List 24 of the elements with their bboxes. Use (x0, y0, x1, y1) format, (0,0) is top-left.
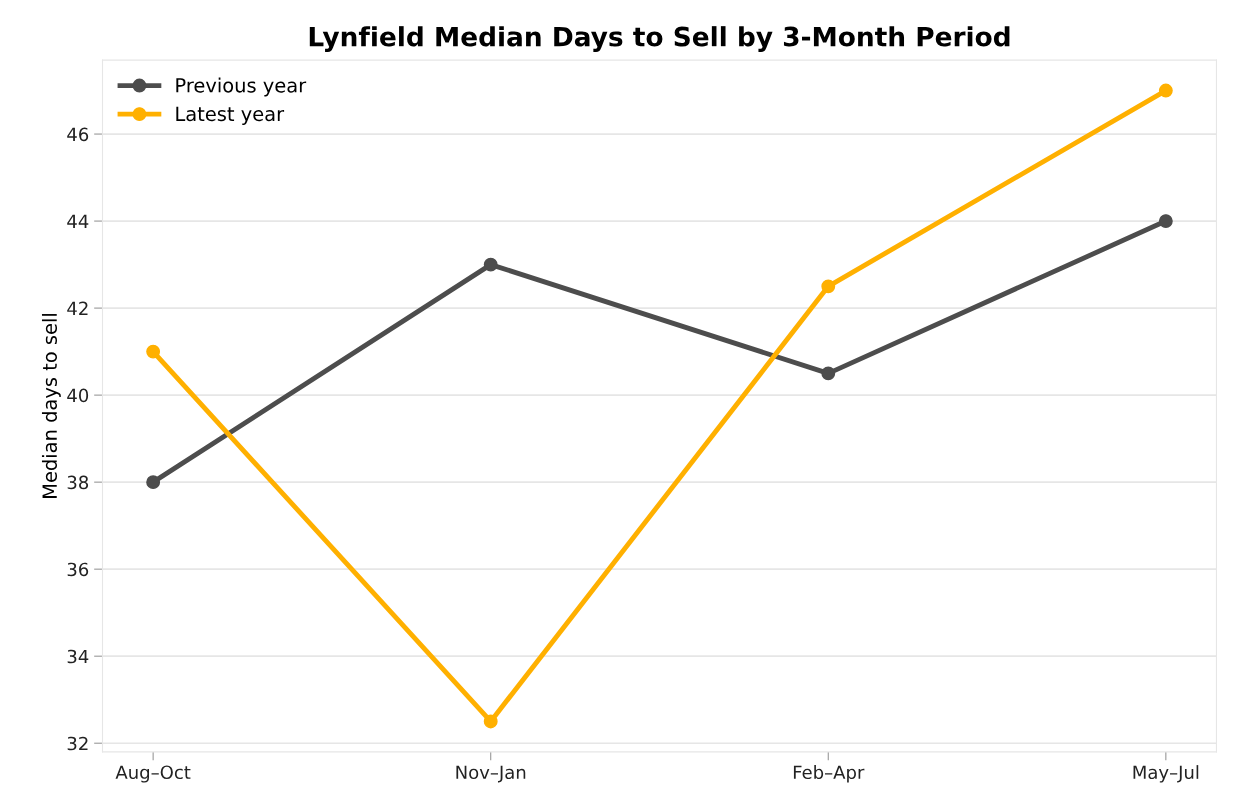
y-tick-label: 34 (67, 649, 89, 664)
x-tick-label: Aug–Oct (115, 765, 191, 783)
legend-label: Previous year (176, 77, 307, 97)
y-tick-label: 32 (67, 736, 88, 751)
y-tick-label: 42 (67, 301, 88, 315)
x-tick-label: Feb–Apr (793, 765, 865, 783)
y-tick-label: 46 (67, 127, 89, 142)
point (821, 366, 836, 381)
x-tick-label: May–Jul (1133, 765, 1199, 783)
x-tick-label: Nov–Jan (456, 765, 526, 783)
chart-title: Lynfield Median Days to Sell by 3-Month Period (309, 26, 1010, 52)
point (483, 714, 498, 729)
point (1158, 83, 1173, 98)
y-tick-label: 38 (67, 475, 89, 490)
legend-label: Latest year (176, 106, 285, 125)
y-tick-label: 44 (67, 214, 89, 228)
point (1158, 214, 1173, 229)
y-axis-title: Median days to sell (41, 314, 61, 498)
y-tick-label: 36 (67, 562, 89, 577)
point (821, 279, 836, 294)
point (483, 257, 498, 272)
y-tick-label: 40 (67, 388, 89, 403)
point (146, 344, 161, 359)
point (146, 475, 161, 490)
